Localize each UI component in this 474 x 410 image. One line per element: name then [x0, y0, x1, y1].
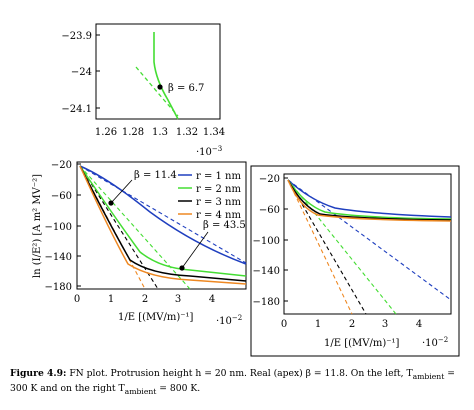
right-ytick: −100: [253, 236, 280, 247]
right-dash-r2: [287, 179, 397, 315]
left-ytick: −100: [45, 222, 72, 233]
left-ylabel: ln (I/E²) [A m² MV⁻²]: [32, 174, 43, 278]
legend-entry-r4: r = 4 nm: [196, 210, 241, 221]
left-xlabel: 1/E [(MV/m)⁻¹]: [118, 312, 194, 323]
left-curve-r2: [79, 165, 247, 277]
right-dash-r3: [287, 179, 367, 315]
left-annotation-2: β = 43.5: [203, 220, 246, 231]
left-ytick: −60: [51, 191, 72, 202]
left-xtick: 2: [142, 294, 148, 305]
right-ytick: −60: [259, 205, 280, 216]
legend-entry-r2: r = 2 nm: [196, 184, 241, 195]
left-ytick: −140: [45, 252, 72, 263]
legend: r = 1 nm r = 2 nm r = 3 nm r = 4 nm: [178, 171, 241, 221]
left-annotation-1: β = 11.4: [134, 170, 177, 181]
inset-xtick: 1.32: [176, 127, 198, 138]
legend-entry-r3: r = 3 nm: [196, 197, 241, 208]
inset-ytick: −24.1: [61, 104, 92, 115]
right-curve-r4: [287, 179, 452, 222]
left-x-exponent: ·10−2: [216, 314, 242, 327]
inset-plot: −23.9 −24 −24.1 1.26 1.28 1.3 1.32 1.34 …: [61, 23, 225, 158]
inset-xtick: 1.26: [95, 127, 117, 138]
caption-sub1: ambient: [412, 371, 445, 381]
right-x-exponent: ·10−2: [422, 336, 448, 349]
legend-entry-r1: r = 1 nm: [196, 171, 241, 182]
left-point-2: [179, 265, 185, 271]
right-xlabel: 1/E [(MV/m)⁻¹]: [324, 338, 400, 349]
caption-line2: and on the right T: [40, 382, 125, 394]
figure-panels: −23.9 −24 −24.1 1.26 1.28 1.3 1.32 1.34 …: [32, 23, 460, 357]
right-plot: −20 −60 −100 −140 −180 0 1 2 3 4 1/E [(M…: [250, 165, 460, 357]
right-curve-r3: [287, 179, 452, 221]
inset-x-exponent: ·10−3: [196, 145, 222, 158]
right-xtick: 0: [281, 319, 287, 330]
left-xtick: 3: [175, 294, 181, 305]
right-xtick: 1: [315, 319, 321, 330]
caption-sub2: ambient: [124, 386, 157, 396]
inset-annotation: β = 6.7: [168, 83, 204, 94]
right-xtick: 3: [382, 319, 388, 330]
inset-xtick: 1.34: [203, 127, 225, 138]
right-ytick: −20: [259, 174, 280, 185]
left-plot: −20 −60 −100 −140 −180 0 1 2 3 4 ln (I/E…: [32, 160, 247, 327]
right-xtick: 2: [349, 319, 355, 330]
right-frame: [283, 173, 452, 315]
left-ytick: −20: [51, 160, 72, 171]
right-ytick: −140: [253, 266, 280, 277]
inset-ytick: −24: [71, 67, 92, 78]
right-dash-r4: [287, 179, 353, 315]
inset-xtick: 1.3: [152, 127, 168, 138]
inset-point: [157, 84, 163, 90]
inset-curve-dashed: [135, 66, 179, 117]
left-point-1: [108, 200, 114, 206]
right-ytick: −180: [253, 297, 280, 308]
right-outer-frame: [250, 165, 460, 357]
inset-xtick: 1.28: [122, 127, 144, 138]
right-curve-r1: [287, 179, 452, 218]
right-xtick: 4: [416, 319, 422, 330]
left-xtick: 4: [209, 294, 215, 305]
left-xtick: 0: [74, 294, 80, 305]
left-curve-r4: [79, 165, 247, 285]
caption-label: Figure 4.9:: [10, 368, 67, 379]
left-curve-r3: [79, 165, 247, 282]
right-curve-r2: [287, 179, 452, 220]
inset-ytick: −23.9: [61, 31, 92, 42]
caption-after2: = 800 K.: [156, 382, 201, 394]
inset-frame: [95, 23, 221, 120]
left-xtick: 1: [108, 294, 114, 305]
right-dash-r1: [287, 179, 452, 301]
left-ytick: −180: [45, 282, 72, 293]
caption-after1: = 300 K: [10, 368, 455, 394]
left-curve-r1: [79, 165, 247, 265]
inset-curve-solid: [153, 32, 179, 120]
caption-line1: FN plot. Protrusion height h = 20 nm. Re…: [69, 368, 413, 379]
figure-caption: Figure 4.9: FN plot. Protrusion height h…: [10, 368, 468, 398]
